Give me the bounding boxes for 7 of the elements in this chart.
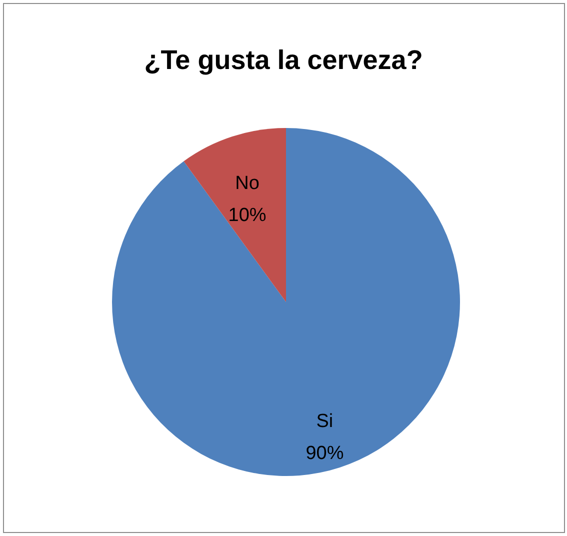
pie-slice — [184, 128, 286, 302]
data-label: 90% — [306, 443, 344, 464]
chart-title: ¿Te gusta la cerveza? — [144, 45, 423, 75]
slice-label: No — [235, 172, 260, 194]
pie-slice — [112, 128, 460, 476]
slice-label: Si — [316, 411, 334, 432]
data-label: 10% — [228, 204, 266, 226]
